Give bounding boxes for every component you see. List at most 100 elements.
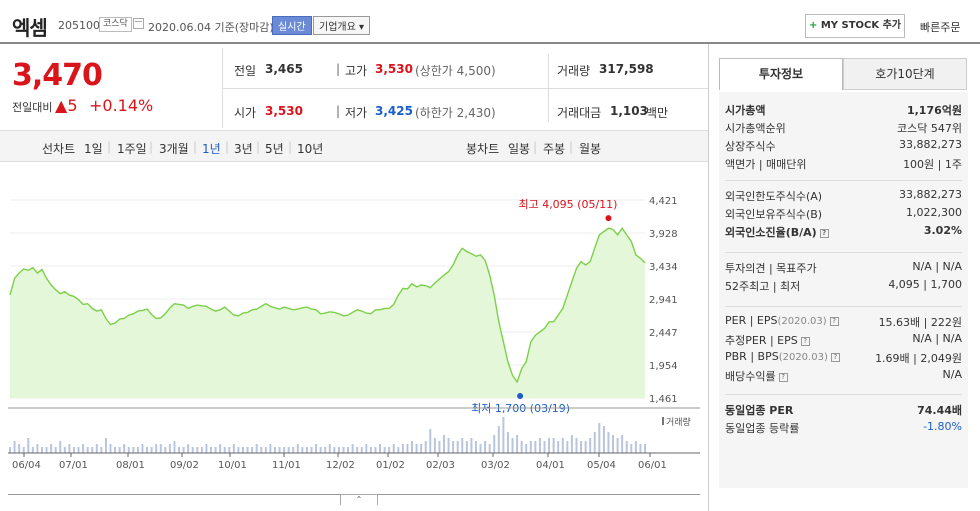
volume-bar xyxy=(479,444,482,453)
help-icon[interactable]: ? xyxy=(778,372,788,382)
volume-bar xyxy=(461,438,464,453)
candle-monthly[interactable]: 월봉 xyxy=(579,142,602,156)
y-tick-label: 2,941 xyxy=(649,295,678,306)
company-overview-dropdown[interactable]: 기업개요 ▾ xyxy=(313,16,370,35)
volume-bar xyxy=(525,444,528,453)
help-icon[interactable]: ? xyxy=(830,352,840,362)
period-10y[interactable]: 10년 xyxy=(297,142,324,156)
volume-bar xyxy=(484,441,487,453)
tab-order-book[interactable]: 호가10단계 xyxy=(843,58,967,90)
volume-bar xyxy=(644,444,646,453)
chart-collapse-toggle[interactable]: ⌃ xyxy=(340,494,378,505)
volume-bar xyxy=(429,429,432,453)
info-label: 상장주식수 xyxy=(725,140,776,153)
up-arrow-icon: ▲ xyxy=(55,96,68,115)
volume-bar xyxy=(301,447,304,453)
info-value: 15.63배 | 222원 xyxy=(878,316,962,329)
change-percent: +0.14% xyxy=(89,96,154,115)
volume-bar xyxy=(260,447,263,453)
x-tick-label: 03/02 xyxy=(481,460,510,471)
volume-bar xyxy=(109,444,112,453)
volume-value: 317,598 xyxy=(599,62,654,76)
info-label: 배당수익률? xyxy=(725,368,788,384)
volume-bar xyxy=(379,444,382,453)
volume-bar xyxy=(580,441,583,453)
volume-bar xyxy=(520,441,523,453)
my-stock-add-button[interactable]: + MY STOCK 추가 xyxy=(805,14,905,38)
period-1w[interactable]: 1주일 xyxy=(117,142,147,156)
volume-bar xyxy=(639,444,642,453)
volume-bar xyxy=(191,447,194,453)
volume-bar xyxy=(68,444,71,453)
volume-bar xyxy=(146,447,149,453)
info-label: 외국인보유주식수(B) xyxy=(725,208,823,221)
volume-bar xyxy=(155,444,158,453)
volume-bar xyxy=(538,438,541,453)
info-value: 74.44배 xyxy=(917,404,962,417)
period-5y[interactable]: 5년 xyxy=(265,142,284,156)
volume-bar xyxy=(50,444,53,453)
volume-bar xyxy=(100,447,103,453)
volume-bar xyxy=(406,444,409,453)
info-label: 액면가 | 매매단위 xyxy=(725,158,807,171)
y-tick-label: 3,434 xyxy=(649,262,678,273)
period-3m[interactable]: 3개월 xyxy=(159,142,189,156)
volume-bar xyxy=(438,441,441,453)
help-icon[interactable]: ? xyxy=(800,336,810,346)
info-value: 1.69배 | 2,049원 xyxy=(875,352,962,365)
volume-bar xyxy=(616,438,619,453)
info-label: 시가총액순위 xyxy=(725,122,786,135)
volume-bar xyxy=(452,441,455,453)
volume-legend-mark xyxy=(662,417,664,425)
volume-bar xyxy=(228,447,231,453)
x-tick-label: 06/01 xyxy=(638,460,667,471)
x-tick-label: 07/01 xyxy=(59,460,88,471)
realtime-button[interactable]: 실시간 xyxy=(272,16,312,35)
volume-bar xyxy=(506,432,509,453)
volume-bar xyxy=(40,447,43,453)
info-label: 외국인한도주식수(A) xyxy=(725,190,823,203)
period-1d[interactable]: 1일 xyxy=(84,142,103,156)
volume-bar xyxy=(374,447,377,453)
period-1y[interactable]: 1년 xyxy=(202,142,221,156)
y-tick-label: 3,928 xyxy=(649,229,678,240)
candle-daily[interactable]: 일봉 xyxy=(508,142,531,156)
volume-bar xyxy=(401,444,404,453)
volume-bar xyxy=(315,444,318,453)
volume-bar xyxy=(465,441,468,453)
volume-bar xyxy=(237,447,240,453)
volume-bar xyxy=(219,444,222,453)
volume-bar xyxy=(328,444,331,453)
volume-bar xyxy=(72,447,75,453)
volume-bar xyxy=(589,438,592,453)
max-marker xyxy=(605,215,612,222)
volume-bar xyxy=(104,438,107,453)
volume-bar xyxy=(534,441,537,453)
help-icon[interactable]: ? xyxy=(819,228,829,238)
info-label: 추정PER | EPS? xyxy=(725,332,810,348)
info-label: 투자의견 | 목표주가 xyxy=(725,262,817,275)
info-label: 동일업종 등락률 xyxy=(725,422,800,435)
help-icon[interactable]: ? xyxy=(829,316,839,326)
volume-bar xyxy=(630,444,633,453)
info-value: 1,176억원 xyxy=(906,104,962,117)
volume-bar xyxy=(456,441,459,453)
volume-bar xyxy=(118,447,121,453)
volume-bar xyxy=(13,441,16,453)
tab-investment-info[interactable]: 투자정보 xyxy=(719,58,843,90)
volume-bar xyxy=(159,444,162,453)
info-label: 외국인소진율(B/A)? xyxy=(725,224,829,240)
x-tick-label: 08/01 xyxy=(116,460,145,471)
plus-icon: + xyxy=(808,20,818,31)
period-3y[interactable]: 3년 xyxy=(234,142,253,156)
volume-bar xyxy=(232,444,235,453)
volume-bar xyxy=(474,441,477,453)
volume-bar xyxy=(136,447,139,453)
volume-bar xyxy=(493,435,496,453)
candle-weekly[interactable]: 주봉 xyxy=(543,142,566,156)
volume-bar xyxy=(575,438,578,453)
price-chart[interactable]: 4,421 3,928 3,434 2,941 2,447 1,954 1,461 최고 4,… xyxy=(0,163,708,493)
info-tabs: 투자정보 호가10단계 xyxy=(719,58,968,90)
quick-order-link[interactable]: 빠른주문 xyxy=(920,21,961,34)
volume-bar xyxy=(356,447,359,453)
